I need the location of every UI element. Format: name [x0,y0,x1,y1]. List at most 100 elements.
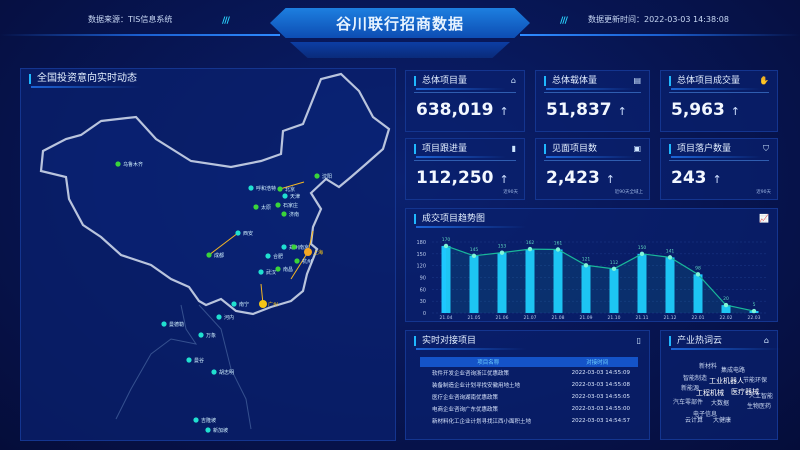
word-cloud-item[interactable]: 汽车零部件 [673,399,704,406]
bar[interactable] [469,255,479,313]
word-cloud-item[interactable]: 智能制造 [683,375,708,382]
bar[interactable] [609,268,619,313]
word-cloud-item[interactable]: 新能源 [681,385,700,392]
chart-icon: 📈 [759,214,769,223]
city-marker[interactable] [265,253,271,259]
city-marker[interactable] [216,314,222,320]
line-point[interactable] [527,246,533,252]
city-marker[interactable] [291,244,297,250]
city-label: 西安 [243,230,253,237]
project-name: 新材料化工企业计划寻找江西小面积土地 [432,419,532,425]
word-cloud-item[interactable]: 大健康 [713,417,732,424]
stat-card: 总体载体量 ▤ 51,837 ↑ [535,70,650,132]
city-label: 曼德勒 [169,321,184,328]
x-tick-label: 21.04 [440,315,453,321]
city-label: 上海 [313,249,323,256]
project-name: 软件开发企业咨询浙江优惠政策 [432,371,510,377]
stat-number: 5,963 [671,100,725,120]
stat-value: 51,837 ↑ [546,100,627,120]
bar[interactable] [665,257,675,313]
city-label: 广州 [268,301,278,308]
city-marker[interactable] [275,202,281,208]
x-tick-label: 21.08 [552,315,565,321]
x-tick-label: 21.05 [468,315,481,321]
city-marker[interactable] [277,186,283,192]
city-marker[interactable] [231,301,237,307]
city-label: 杭州 [302,258,312,265]
word-cloud-item[interactable]: 云计算 [685,417,704,424]
line-point[interactable] [611,266,617,272]
city-marker[interactable] [161,321,167,327]
bar[interactable] [525,249,535,313]
city-marker[interactable] [281,244,287,250]
city-marker[interactable] [211,369,217,375]
wordcloud-panel: 产业热词云 ⌂ 新材料 集成电路 智能制造 工业机器人 节能环保 新能源 工程机械 医疗器械人… [660,330,782,440]
city-label: 武汉 [266,269,276,276]
city-label: 太原 [261,204,271,211]
word-cloud-item[interactable]: 新材料 [699,363,718,370]
city-marker[interactable] [253,204,259,210]
y-tick-label: 180 [416,240,426,246]
line-point[interactable] [583,263,589,268]
line-point[interactable] [667,255,673,260]
up-arrow-icon: ↑ [499,105,509,118]
city-label: 新加坡 [213,427,228,434]
word-cloud-item[interactable]: 工程机械 [696,389,724,397]
data-label: 141 [666,248,675,254]
bar[interactable] [693,274,703,313]
city-marker[interactable] [193,417,199,423]
bar[interactable] [553,249,563,313]
map-panel: 全国投资意向实时动态 乌鲁木齐沈阳呼和浩特北京天津太原石家庄济南西安成都郑州南京… [20,68,396,441]
y-tick-label: 30 [420,299,426,305]
data-label: 112 [610,260,619,266]
city-marker[interactable] [314,173,320,179]
bar[interactable] [497,252,507,313]
word-cloud-item[interactable]: 医疗器械 [731,388,759,396]
bar[interactable] [441,245,451,313]
city-marker[interactable] [259,300,267,308]
table-row[interactable]: 电商企业咨询广东优惠政策 2022-03-03 14:55:00 [420,403,638,415]
table-row[interactable]: 装备制造企业计划寻找安徽用地土地 2022-03-03 14:55:08 [420,379,638,391]
city-label: 济南 [289,211,299,218]
line-point[interactable] [499,250,505,255]
chart-title: 成交项目趋势图 [414,214,527,228]
city-marker[interactable] [294,258,300,264]
city-marker[interactable] [206,252,212,258]
word-cloud-item[interactable]: 大数据 [711,400,730,407]
word-cloud-item[interactable]: 生物医药 [747,403,772,410]
table-row[interactable]: 软件开发企业咨询浙江优惠政策 2022-03-03 14:55:09 [420,367,638,379]
word-cloud-item[interactable]: 工业机器人 [709,377,744,385]
word-cloud-item[interactable]: 电子信息 [693,411,718,418]
bar[interactable] [637,253,647,313]
city-marker[interactable] [198,332,204,338]
city-marker[interactable] [258,269,264,275]
line-point[interactable] [723,302,729,308]
line-point[interactable] [695,272,701,277]
word-cloud-item[interactable]: 集成电路 [721,367,746,374]
city-label: 合肥 [273,253,283,260]
line-point[interactable] [443,243,449,249]
city-marker[interactable] [205,427,211,433]
city-marker[interactable] [304,248,312,256]
line-point[interactable] [471,253,477,259]
line-point[interactable] [639,251,645,257]
city-marker[interactable] [281,211,287,217]
city-marker[interactable] [115,161,121,167]
word-cloud-item[interactable]: 节能环保 [743,377,768,384]
case-icon: ▣ [633,144,641,153]
city-marker[interactable] [275,266,281,272]
city-marker[interactable] [235,230,241,236]
city-marker[interactable] [186,357,192,363]
bar[interactable] [721,305,731,313]
city-marker[interactable] [248,185,254,191]
line-point[interactable] [555,247,561,252]
table-row[interactable]: 医疗企业咨询湖南优惠政策 2022-03-03 14:55:05 [420,391,638,403]
bar[interactable] [581,265,591,313]
x-tick-label: 22.03 [748,315,761,321]
word-cloud-item[interactable]: 人工智能 [749,393,774,400]
line-point[interactable] [751,308,757,314]
y-tick-label: 0 [423,311,426,317]
city-marker[interactable] [282,193,288,199]
table-row[interactable]: 新材料化工企业计划寻找江西小面积土地 2022-03-03 14:54:57 [420,415,638,427]
header-decoration [290,42,510,58]
